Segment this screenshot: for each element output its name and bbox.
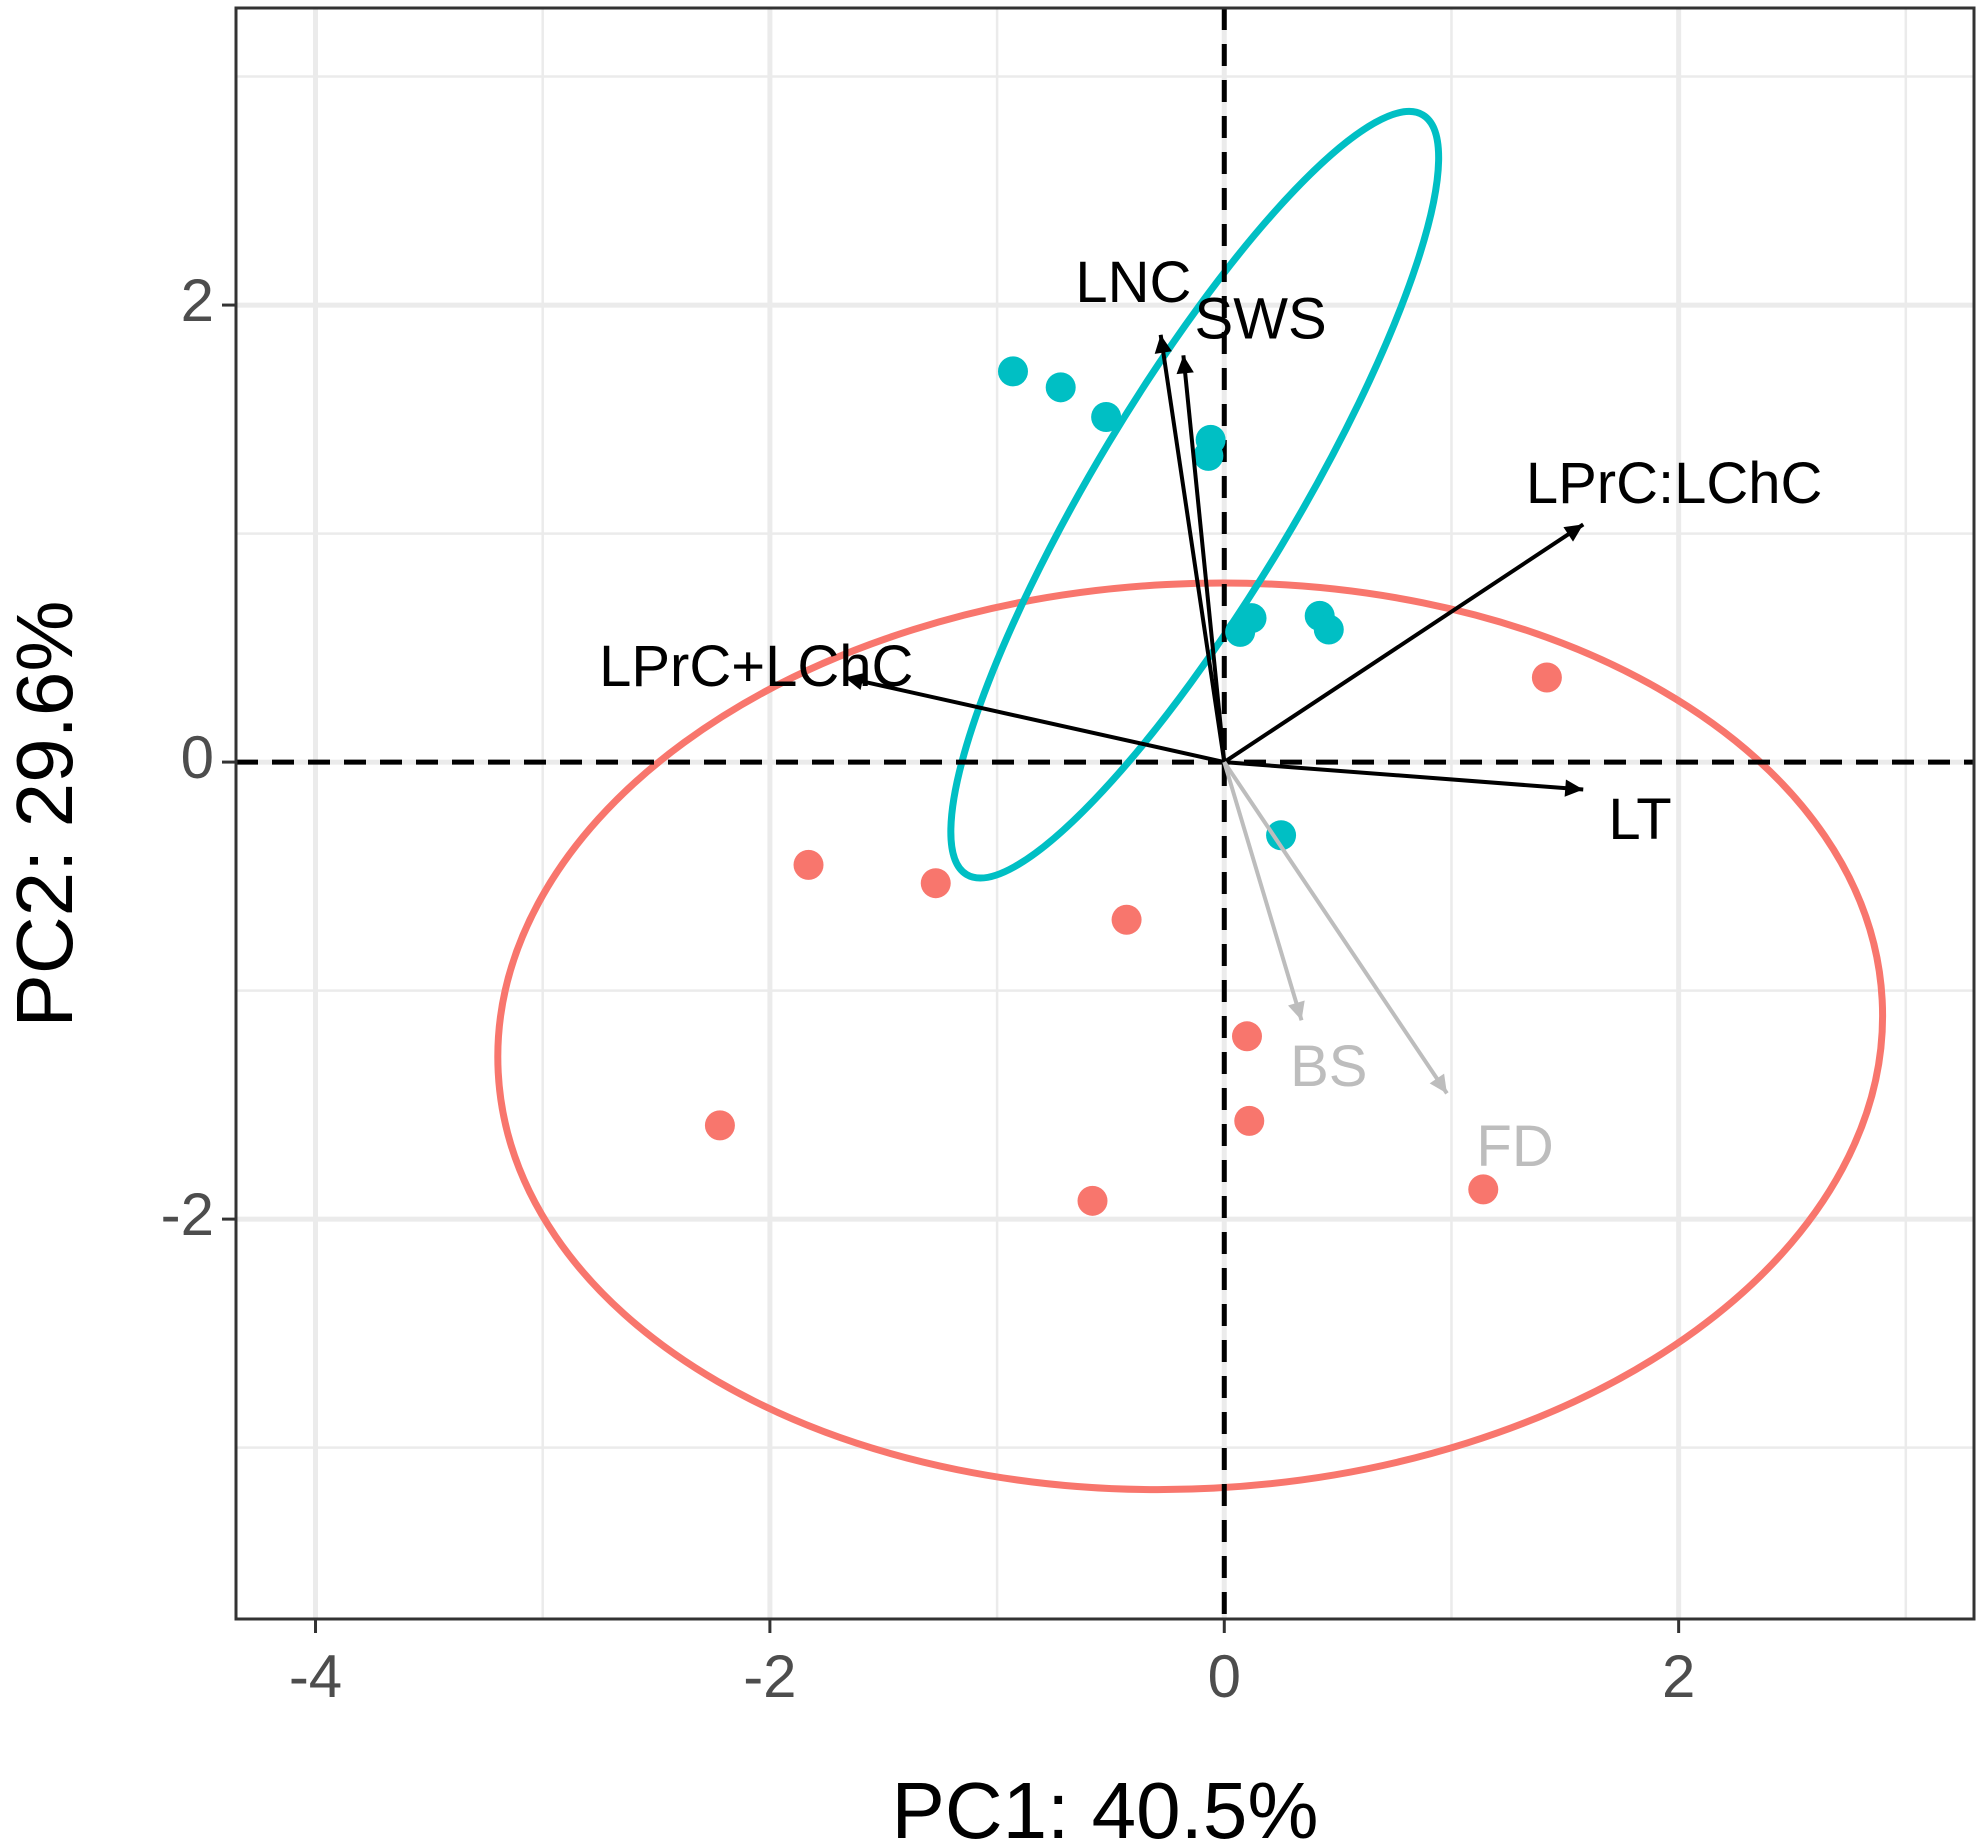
reference-lines (236, 8, 1974, 1619)
vector-lnc: LNC (1075, 250, 1227, 763)
y-axis-title: PC2: 29.6% (0, 601, 89, 1028)
data-point-series-2 (1313, 614, 1344, 645)
confidence-ellipses (494, 107, 1887, 1494)
data-point-series-2 (997, 356, 1028, 387)
vector-line (1222, 761, 1304, 1021)
data-point-series-1 (1231, 1021, 1262, 1052)
vector-arrowhead (1429, 1073, 1447, 1094)
vector-label: LPrC+LChC (599, 634, 913, 699)
confidence-ellipse-1 (494, 579, 1887, 1494)
panel-background (236, 8, 1974, 1619)
panel-border (234, 6, 1976, 1621)
vector-bs: BS (1222, 761, 1367, 1099)
confidence-ellipse-2 (947, 107, 1443, 882)
x-axis-ticks: -4 -2 0 2 (289, 1619, 1695, 1710)
vector-lt: LT (1224, 760, 1672, 852)
minor-gridlines (236, 8, 1974, 1619)
x-tick-label: -4 (289, 1643, 342, 1710)
data-point-series-2 (1091, 402, 1122, 433)
vector-line (844, 675, 1225, 765)
vector-arrowhead (1563, 524, 1584, 542)
x-tick-label: 0 (1208, 1643, 1241, 1710)
vector-arrowhead (1288, 1000, 1305, 1021)
vector-line (1224, 760, 1584, 792)
x-tick-label: 2 (1662, 1643, 1695, 1710)
data-point-series-2 (1195, 424, 1226, 455)
vector-label: LPrC:LChC (1526, 451, 1823, 516)
vector-line (1158, 334, 1227, 763)
vector-arrowhead (1564, 779, 1584, 797)
data-point-series-1 (1468, 1174, 1499, 1205)
vector-label: FD (1476, 1114, 1553, 1179)
vector-arrowhead (1154, 334, 1172, 354)
vector-lprc-lchc: LPrC+LChC (599, 634, 1225, 765)
vector-label: LT (1608, 787, 1671, 852)
data-points (704, 356, 1562, 1216)
vector-fd: FD (1222, 760, 1554, 1179)
data-point-series-2 (1266, 820, 1297, 851)
data-point-series-1 (920, 868, 951, 899)
data-point-series-1 (1077, 1185, 1108, 1216)
data-point-series-1 (1111, 904, 1142, 935)
vector-line (1222, 760, 1449, 1095)
vector-arrowhead (844, 672, 865, 690)
vector-label: LNC (1075, 250, 1191, 315)
y-tick-label: 0 (181, 724, 214, 791)
vector-label: SWS (1195, 287, 1327, 352)
vector-sws: SWS (1176, 287, 1327, 763)
vector-arrowhead (1176, 355, 1194, 375)
data-point-series-1 (1234, 1105, 1265, 1136)
vector-label: BS (1290, 1034, 1367, 1099)
vector-lprc-lchc: LPrC:LChC (1223, 451, 1823, 764)
x-tick-label: -2 (743, 1643, 796, 1710)
x-axis-title: PC1: 40.5% (892, 1766, 1319, 1844)
y-tick-label: 2 (181, 267, 214, 334)
data-point-series-1 (1531, 662, 1562, 693)
vector-line (1223, 522, 1585, 764)
vector-line (1181, 355, 1227, 763)
data-point-series-1 (704, 1110, 735, 1141)
data-point-series-1 (793, 849, 824, 880)
y-axis-ticks: -2 0 2 (161, 267, 236, 1248)
y-tick-label: -2 (161, 1181, 214, 1248)
data-point-series-2 (1236, 603, 1267, 634)
data-point-series-2 (1045, 372, 1076, 403)
